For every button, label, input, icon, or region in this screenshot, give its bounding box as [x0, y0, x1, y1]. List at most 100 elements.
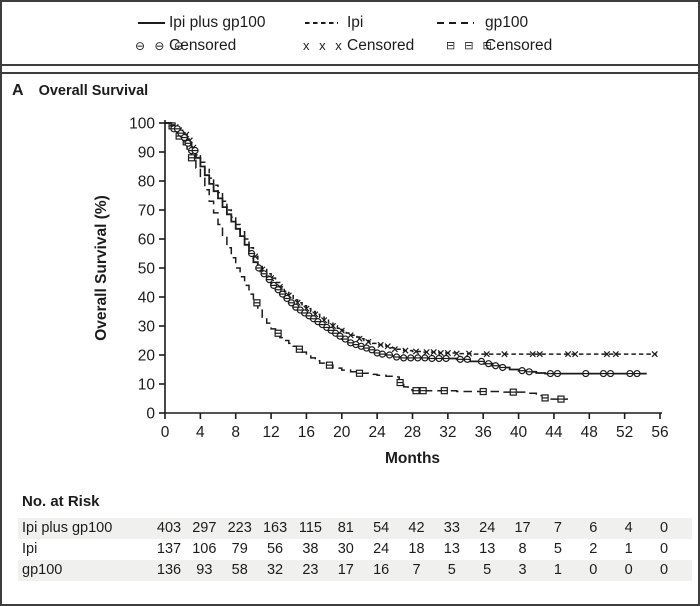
risk-count: 5	[553, 541, 562, 557]
svg-text:30: 30	[138, 318, 156, 335]
risk-count: 18	[408, 541, 425, 557]
panel-title-text: Overall Survival	[38, 83, 149, 99]
svg-text:32: 32	[439, 424, 456, 441]
risk-count: 8	[518, 541, 527, 557]
risk-count: 42	[408, 520, 425, 536]
legend-label-gp100: gp100	[485, 14, 529, 31]
risk-count: 136	[156, 562, 182, 578]
axes	[159, 120, 663, 419]
risk-count: 7	[553, 520, 562, 536]
risk-count: 115	[298, 520, 322, 536]
svg-text:20: 20	[333, 424, 351, 441]
curve-gp100	[165, 122, 568, 403]
risk-count: 106	[192, 541, 217, 557]
svg-text:24: 24	[369, 424, 387, 441]
svg-text:16: 16	[298, 424, 315, 441]
risk-count: 403	[156, 520, 182, 536]
svg-text:48: 48	[581, 424, 598, 441]
risk-count: 1	[553, 562, 562, 578]
legend-censored-label-1: Censored	[169, 37, 237, 54]
risk-count: 4	[624, 520, 633, 536]
svg-text:90: 90	[138, 144, 156, 161]
censored-x-icon: x x x	[303, 38, 345, 53]
svg-text:Months: Months	[385, 450, 440, 467]
risk-count: 38	[302, 541, 319, 557]
risk-count: 297	[192, 520, 217, 536]
svg-text:4: 4	[196, 424, 205, 441]
risk-count: 79	[231, 541, 248, 557]
risk-count: 163	[262, 520, 288, 536]
curve-ipi-plus-gp100	[165, 122, 647, 378]
svg-text:20: 20	[138, 347, 156, 364]
risk-count: 137	[156, 541, 182, 557]
risk-count: 7	[412, 562, 421, 578]
censor-marks-circle	[170, 125, 641, 378]
risk-count: 23	[302, 562, 319, 578]
risk-count: 33	[443, 520, 460, 536]
risk-count: 24	[479, 520, 496, 536]
legend-label-ipi-gp100: Ipi plus gp100	[169, 14, 266, 31]
risk-row-label: Ipi	[22, 541, 38, 557]
risk-count: 81	[337, 520, 354, 536]
svg-text:0: 0	[161, 424, 170, 441]
legend-label-ipi: Ipi	[347, 14, 364, 31]
svg-text:100: 100	[129, 115, 155, 132]
panel-title: A Overall Survival	[12, 82, 148, 100]
risk-count: 32	[266, 562, 284, 578]
panel-letter: A	[12, 82, 24, 99]
risk-table-row: Ipi plus gp100 403 297 223 163 115 81 54 42 33 24 1…	[18, 518, 692, 539]
risk-count: 2	[589, 541, 598, 557]
svg-text:0: 0	[146, 405, 155, 422]
svg-text:50: 50	[138, 260, 156, 277]
risk-count: 58	[231, 562, 248, 578]
svg-text:40: 40	[510, 424, 528, 441]
risk-count: 16	[373, 562, 390, 578]
censored-square-icon: ⊟ ⊟ ⊟	[446, 40, 495, 52]
risk-row-label: gp100	[22, 562, 63, 578]
risk-table-title: No. at Risk	[22, 493, 100, 510]
legend-box: Ipi plus gp100 Ipi gp100 ⊖ ⊖ ⊖ Censored …	[2, 2, 698, 66]
curve-ipi	[165, 122, 658, 358]
legend-censored-label-3: Censored	[485, 37, 553, 54]
risk-count: 17	[337, 562, 354, 578]
svg-text:8: 8	[231, 424, 240, 441]
panel-top-border	[2, 72, 698, 74]
svg-text:44: 44	[545, 424, 563, 441]
risk-count: 56	[266, 541, 284, 557]
risk-count: 1	[624, 541, 633, 557]
risk-count: 3	[518, 562, 527, 578]
risk-count: 0	[624, 562, 633, 578]
svg-text:Overall Survival (%): Overall Survival (%)	[93, 195, 110, 341]
risk-count: 13	[443, 541, 460, 557]
risk-count: 17	[514, 520, 531, 536]
svg-text:80: 80	[138, 173, 156, 190]
legend-line-longdash	[437, 22, 474, 24]
risk-count: 93	[196, 562, 213, 578]
svg-text:52: 52	[616, 424, 633, 441]
censor-marks-square	[168, 122, 565, 403]
svg-text:10: 10	[138, 376, 156, 393]
risk-count: 0	[589, 562, 598, 578]
risk-table-row: gp100 136 93 58 32 23 17 16 7 5 5 3 1 0 0 0	[18, 560, 692, 581]
risk-count: 24	[373, 541, 390, 557]
risk-count: 0	[659, 562, 669, 578]
svg-text:28: 28	[404, 424, 421, 441]
risk-count: 6	[589, 520, 598, 536]
risk-count: 223	[227, 520, 252, 536]
legend-line-dash	[305, 22, 338, 24]
risk-count: 5	[483, 562, 492, 578]
risk-count: 54	[373, 520, 390, 536]
svg-text:12: 12	[262, 424, 279, 441]
risk-count: 5	[447, 562, 456, 578]
risk-count: 0	[659, 541, 669, 557]
legend-line-solid	[138, 22, 165, 24]
svg-text:40: 40	[138, 289, 156, 306]
risk-table-row: Ipi 137 106 79 56 38 30 24 18 13 13 8 5 2 1 0	[18, 539, 692, 560]
risk-count: 13	[479, 541, 496, 557]
censored-circle-icon: ⊖ ⊖ ⊖	[135, 39, 187, 53]
svg-text:36: 36	[475, 424, 492, 441]
risk-count: 0	[659, 520, 669, 536]
